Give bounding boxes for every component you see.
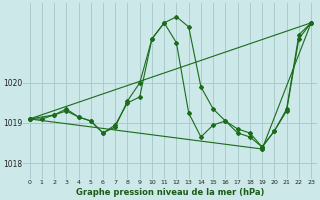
X-axis label: Graphe pression niveau de la mer (hPa): Graphe pression niveau de la mer (hPa): [76, 188, 265, 197]
